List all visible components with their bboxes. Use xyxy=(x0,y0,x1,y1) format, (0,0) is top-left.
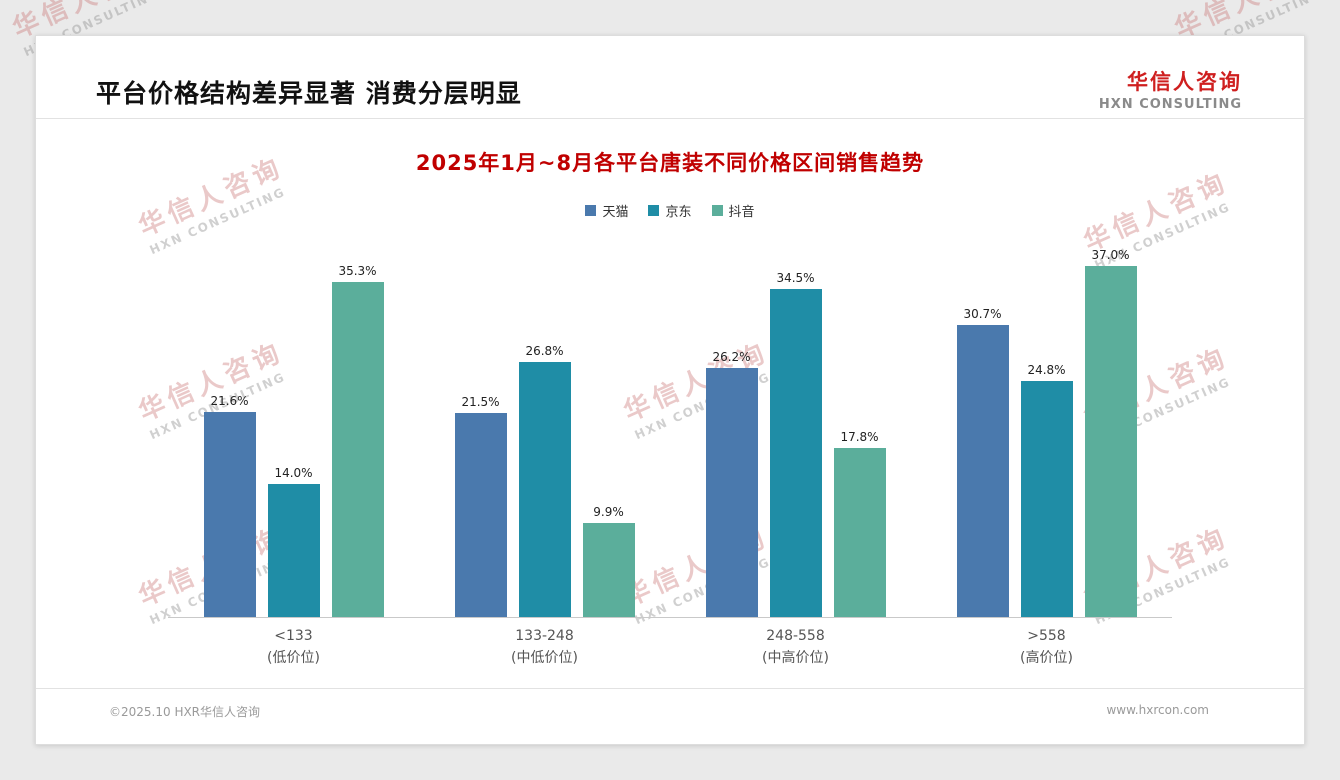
slide-card: 华信人咨询 HXN CONSULTING 华信人咨询 HXN CONSULTING 华信… xyxy=(35,35,1305,745)
bar-value-label: 14.0% xyxy=(274,466,313,480)
category-label: 133-248 (中低价位) xyxy=(511,628,578,666)
bar-value-label: 26.2% xyxy=(712,350,751,365)
slide-header: 平台价格结构差异显著 消费分层明显 华信人咨询 HXN CONSULTING xyxy=(36,36,1304,118)
bar xyxy=(769,289,822,617)
bar-value-label: 17.8% xyxy=(840,429,879,444)
bar-value-label: 35.3% xyxy=(338,263,377,278)
category-axis: <133 (低价位) 133-248 (中低价位) 248-558 (中高价位) >558(… xyxy=(168,626,1172,669)
legend-item: 京东 xyxy=(648,201,692,220)
bar xyxy=(1020,381,1073,617)
page-title: 平台价格结构差异显著 消费分层明显 xyxy=(96,79,522,108)
bar-value-label: 30.7% xyxy=(963,307,1002,322)
legend-swatch xyxy=(711,205,723,216)
bar-value-label: 37.0% xyxy=(1091,247,1130,262)
bar-wrap: 34.5% xyxy=(769,271,822,617)
legend-label: 抖音 xyxy=(728,205,755,220)
bar-value-label: 24.8% xyxy=(1027,363,1066,378)
bar xyxy=(518,362,571,617)
bar-value-label: 9.9% xyxy=(593,505,624,519)
bar-wrap: 35.3% xyxy=(331,263,384,617)
bar-wrap: 37.0% xyxy=(1084,247,1137,617)
bar-chart: 21.6% 14.0% 35.3% 21.5% 26.8% 9.9% 26.2% 34.5% 1… xyxy=(168,240,1172,618)
chart-title: 2025年1月~8月各平台唐装不同价格区间销售趋势 xyxy=(415,151,925,175)
bar-group: 21.5% 26.8% 9.9% xyxy=(454,344,635,617)
bar-value-label: 21.5% xyxy=(461,394,500,409)
bar-value-label: 26.8% xyxy=(525,344,564,359)
bar xyxy=(331,281,384,617)
chart-legend: 天猫 京东 抖音 xyxy=(36,201,1304,220)
legend-label: 天猫 xyxy=(602,205,629,220)
bar xyxy=(1084,265,1137,617)
legend-swatch xyxy=(648,205,660,216)
bar xyxy=(956,325,1009,617)
slide-footer: ©2025.10 HXR华信人咨询 www.hxrcon.com xyxy=(36,688,1304,744)
logo-en-text: HXN CONSULTING xyxy=(1098,97,1242,112)
bar xyxy=(705,368,758,617)
bar xyxy=(454,412,507,617)
category-label: >558 (高价位) xyxy=(1020,628,1073,666)
bar xyxy=(833,447,886,617)
bar xyxy=(582,523,635,617)
bar-wrap: 9.9% xyxy=(582,505,635,617)
header-divider xyxy=(36,118,1304,119)
bar-value-label: 21.6% xyxy=(210,393,249,408)
legend-item: 天猫 xyxy=(585,201,628,220)
bar-group: 30.7% 24.8% 37.0% xyxy=(956,247,1137,617)
bar-wrap: 17.8% xyxy=(833,429,886,617)
bar-value-label: 34.5% xyxy=(776,271,815,286)
category-label: <133 (低价位) xyxy=(267,628,320,666)
legend-label: 京东 xyxy=(665,205,692,220)
bar-wrap: 21.5% xyxy=(454,394,507,617)
copyright-text: ©2025.10 HXR华信人咨询 xyxy=(109,705,261,719)
logo-cn-text: 华信人咨询 xyxy=(1127,70,1242,94)
logo: 华信人咨询 HXN CONSULTING xyxy=(1099,66,1242,112)
legend-item: 抖音 xyxy=(711,201,755,220)
bar xyxy=(203,411,256,617)
bar-wrap: 14.0% xyxy=(267,466,320,617)
legend-swatch xyxy=(585,205,597,216)
bar-group: 26.2% 34.5% 17.8% xyxy=(705,271,886,617)
bar-wrap: 26.2% xyxy=(705,350,758,617)
bar-group: 21.6% 14.0% 35.3% xyxy=(203,263,384,617)
category-label: 248-558 (中高价位) xyxy=(762,628,829,666)
bar-wrap: 21.6% xyxy=(203,393,256,617)
bar-wrap: 30.7% xyxy=(956,307,1009,617)
bar xyxy=(267,484,320,617)
website-url: www.hxrcon.com xyxy=(1106,703,1209,717)
bar-wrap: 26.8% xyxy=(518,344,571,617)
bar-wrap: 24.8% xyxy=(1020,363,1073,617)
